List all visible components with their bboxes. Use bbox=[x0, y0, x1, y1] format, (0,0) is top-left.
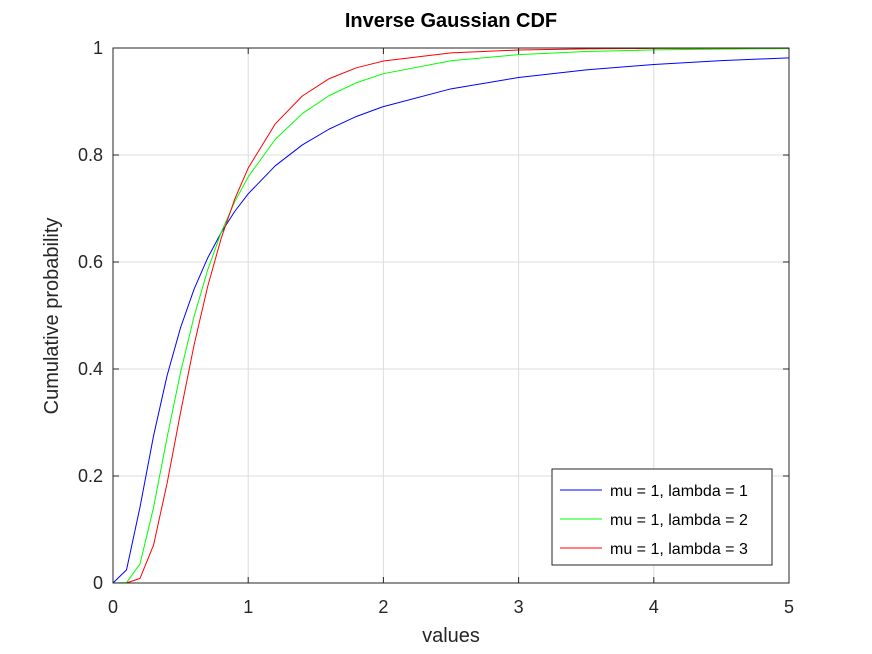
x-tick-label: 1 bbox=[243, 597, 253, 617]
y-tick-label: 0.2 bbox=[78, 466, 103, 486]
x-tick-label: 0 bbox=[108, 597, 118, 617]
legend: mu = 1, lambda = 1 mu = 1, lambda = 2 mu =… bbox=[551, 468, 773, 566]
x-tick-label: 2 bbox=[378, 597, 388, 617]
x-axis-label: values bbox=[422, 625, 480, 647]
series-line-2 bbox=[112, 48, 790, 584]
plot-lines bbox=[112, 47, 790, 584]
x-tick-label: 3 bbox=[514, 597, 524, 617]
legend-box bbox=[551, 468, 773, 566]
grid-lines bbox=[112, 47, 790, 584]
y-tick-label: 0.4 bbox=[78, 359, 103, 379]
legend-label-2: mu = 1, lambda = 2 bbox=[610, 512, 748, 529]
chart-title: Inverse Gaussian CDF bbox=[345, 10, 557, 32]
legend-label-3: mu = 1, lambda = 3 bbox=[610, 541, 748, 558]
y-tick-label: 0.6 bbox=[78, 252, 103, 272]
y-tick-label: 0.8 bbox=[78, 145, 103, 165]
y-tick-label: 0 bbox=[93, 573, 103, 593]
legend-label-1: mu = 1, lambda = 1 bbox=[610, 483, 748, 500]
x-tick-label: 5 bbox=[784, 597, 794, 617]
x-tick-label: 4 bbox=[649, 597, 659, 617]
y-tick-label: 1 bbox=[93, 38, 103, 58]
series-line-3 bbox=[113, 47, 790, 584]
axis-ticks: 0 1 2 3 4 5 0 0.2 0.4 0.6 0.8 1 bbox=[78, 38, 794, 617]
series-line-1 bbox=[112, 57, 790, 584]
plot-area-frame bbox=[112, 47, 790, 584]
y-axis-label: Cumulative probability bbox=[41, 218, 63, 415]
